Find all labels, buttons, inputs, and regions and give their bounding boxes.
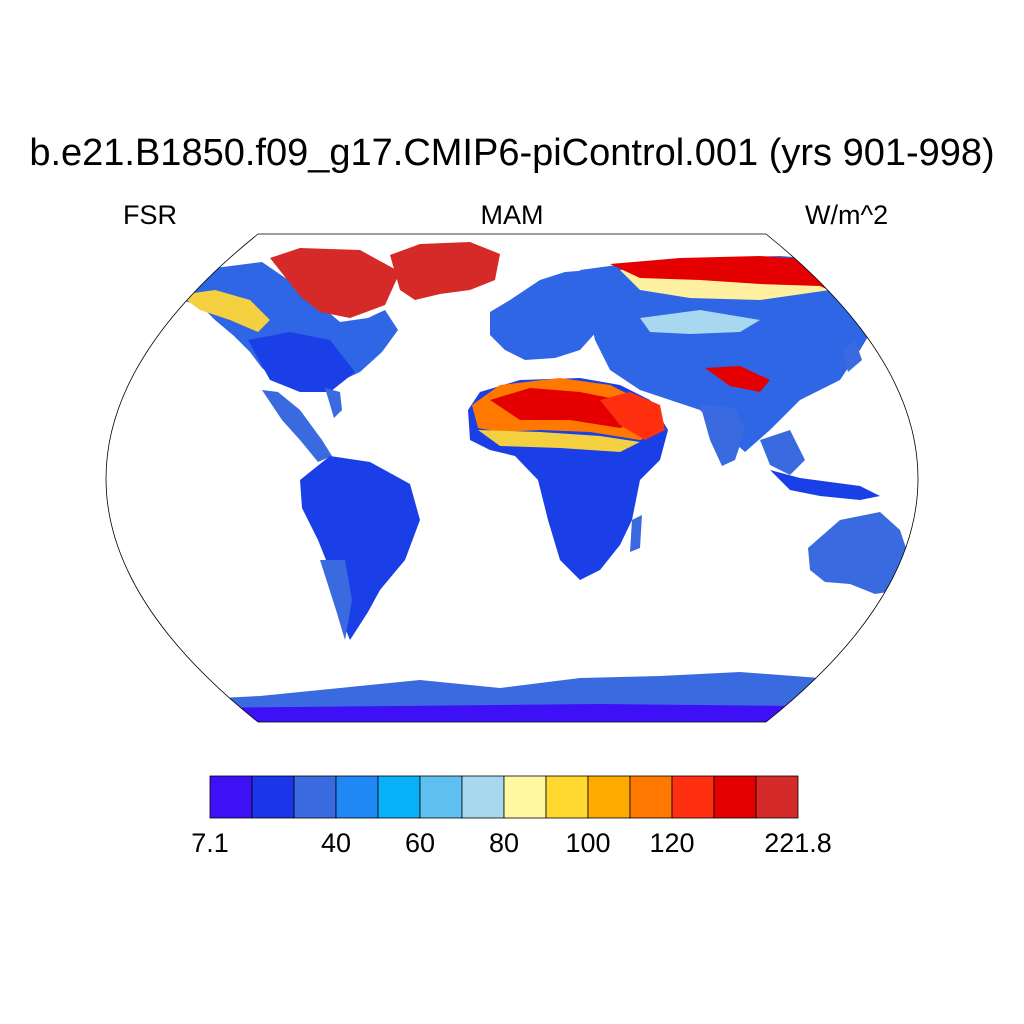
- colorbar-tick-label: 7.1: [191, 828, 229, 858]
- units-label: W/m^2: [805, 200, 889, 230]
- colorbar-swatch: [755, 775, 799, 819]
- tibet-red: [705, 366, 770, 392]
- colorbar-swatch: [251, 775, 295, 819]
- colorbar-tick-label: 80: [489, 828, 519, 858]
- map-boundary: [105, 233, 919, 723]
- colorbar-swatch: [671, 775, 715, 819]
- india: [700, 404, 745, 466]
- colorbar-swatch: [461, 775, 505, 819]
- colorbar-swatch: [419, 775, 463, 819]
- colorbar-swatch: [293, 775, 337, 819]
- madagascar: [630, 515, 642, 552]
- colorbar-tick-label: 100: [565, 828, 610, 858]
- indonesia: [770, 470, 880, 500]
- north-america-east: [248, 332, 355, 392]
- plot-title: b.e21.B1850.f09_g17.CMIP6-piControl.001 …: [29, 132, 995, 174]
- colorbar-swatch: [713, 775, 757, 819]
- colorbar-swatch: [335, 775, 379, 819]
- antarctica-interior: [180, 704, 860, 722]
- australia: [808, 512, 910, 594]
- colorbar-swatch: [629, 775, 673, 819]
- central-asia-light: [640, 310, 760, 334]
- europe: [490, 270, 600, 360]
- colorbar-swatch: [377, 775, 421, 819]
- colorbar-tick-label: 40: [321, 828, 351, 858]
- central-america: [262, 390, 332, 462]
- colorbar-swatch: [587, 775, 631, 819]
- sahel-yellow: [478, 430, 640, 452]
- variable-label: FSR: [123, 200, 177, 230]
- colorbar-swatch: [209, 775, 253, 819]
- colorbar-tick-label: 120: [649, 828, 694, 858]
- colorbar-tick-label: 221.8: [764, 828, 832, 858]
- arctic-canada: [270, 248, 400, 318]
- colorbar-swatch: [503, 775, 547, 819]
- florida: [325, 388, 342, 418]
- south-america-coast: [320, 560, 352, 640]
- sahara-red: [490, 388, 645, 428]
- alaska-yellow: [180, 290, 270, 332]
- colorbar-tick-label: 60: [405, 828, 435, 858]
- south-america: [300, 456, 420, 640]
- season-label: MAM: [480, 200, 544, 230]
- arabia-red: [600, 392, 665, 440]
- japan: [842, 340, 862, 372]
- se-asia: [760, 430, 805, 475]
- colorbar-swatch: [545, 775, 589, 819]
- greenland: [390, 242, 500, 300]
- asia: [580, 256, 890, 452]
